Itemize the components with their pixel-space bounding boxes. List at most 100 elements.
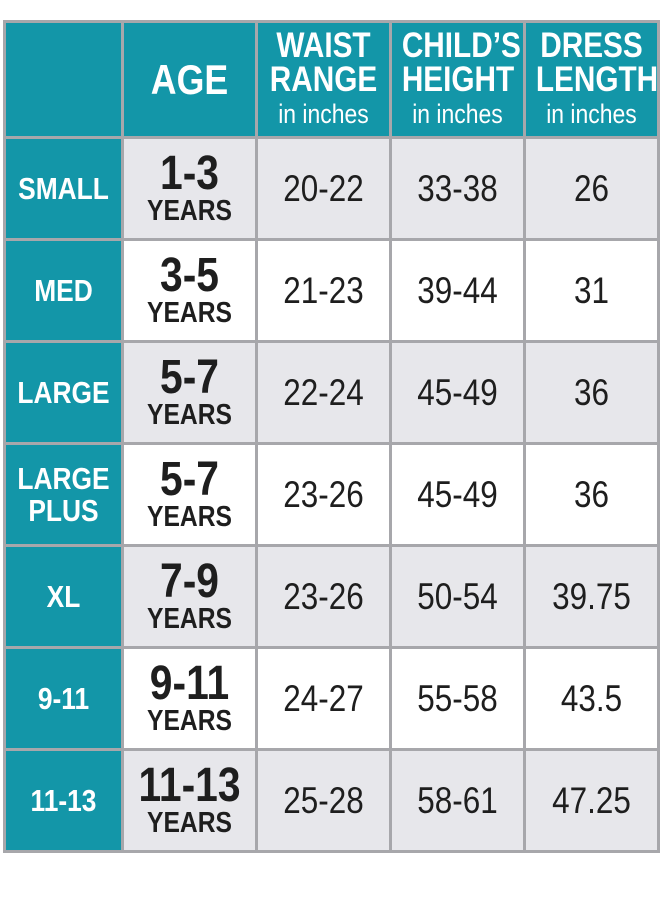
table-row-xl: XL 7-9 YEARS 23-26 50-54 39.75 [3,544,660,649]
dress-value: 39.75 [552,575,631,617]
dress-cell: 47.25 [523,748,660,853]
table-row-large: LARGE 5-7 YEARS 22-24 45-49 36 [3,340,660,445]
age-cell: 7-9 YEARS [121,544,258,649]
table-row-11-13: 11-13 11-13 YEARS 25-28 58-61 47.25 [3,748,660,853]
size-label: 9-11 [37,680,90,716]
height-cell: 50-54 [389,544,526,649]
waist-cell: 23-26 [255,442,392,547]
size-label: LARGE PLUS [17,460,110,528]
dress-cell: 43.5 [523,646,660,751]
size-label-cell: XL [3,544,124,649]
waist-value: 21-23 [283,269,364,311]
size-label: LARGE [17,374,110,410]
corner-cell [3,20,124,139]
age-range: 7-9 [160,554,219,608]
table-row-med: MED 3-5 YEARS 21-23 39-44 31 [3,238,660,343]
age-cell: 5-7 YEARS [121,340,258,445]
age-range: 1-3 [160,146,219,200]
size-label: MED [34,272,93,308]
height-value: 33-38 [417,167,498,209]
waist-header-line2: RANGE [269,60,378,100]
waist-cell: 22-24 [255,340,392,445]
waist-cell: 23-26 [255,544,392,649]
dress-value: 36 [574,473,609,515]
height-cell: 39-44 [389,238,526,343]
dress-cell: 36 [523,340,660,445]
height-value: 55-58 [417,677,498,719]
age-range: 5-7 [160,452,219,506]
dress-cell: 31 [523,238,660,343]
dress-header-line1: DRESS [540,25,643,65]
waist-cell: 21-23 [255,238,392,343]
size-label-cell: LARGE PLUS [3,442,124,547]
table-row-9-11: 9-11 9-11 YEARS 24-27 55-58 43.5 [3,646,660,751]
height-cell: 33-38 [389,136,526,241]
age-cell: 5-7 YEARS [121,442,258,547]
waist-value: 23-26 [283,575,364,617]
col-header-waist-range: WAIST RANGE in inches [255,20,392,139]
dress-cell: 39.75 [523,544,660,649]
size-label-cell: 9-11 [3,646,124,751]
height-header-unit: in inches [412,99,503,130]
age-unit: YEARS [147,603,232,636]
height-value: 45-49 [417,371,498,413]
dress-cell: 26 [523,136,660,241]
age-range: 9-11 [149,656,230,710]
col-header-childs-height: CHILD’S HEIGHT in inches [389,20,526,139]
height-cell: 58-61 [389,748,526,853]
header-row: AGE WAIST RANGE in inches CHILD’S HEIGHT… [3,20,660,139]
age-unit: YEARS [147,705,232,738]
dress-value: 31 [574,269,609,311]
age-unit: YEARS [147,807,232,840]
table-row-small: SMALL 1-3 YEARS 20-22 33-38 26 [3,136,660,241]
height-cell: 45-49 [389,442,526,547]
col-header-dress-length: DRESS LENGTH in inches [523,20,660,139]
age-header-label: AGE [150,55,229,103]
size-label-cell: SMALL [3,136,124,241]
age-range: 3-5 [160,248,219,302]
waist-cell: 25-28 [255,748,392,853]
height-header-line2: HEIGHT [401,60,515,100]
dress-value: 36 [574,371,609,413]
dress-header-unit: in inches [546,99,637,130]
dress-value: 26 [574,167,609,209]
waist-cell: 20-22 [255,136,392,241]
height-value: 39-44 [417,269,498,311]
size-label-cell: 11-13 [3,748,124,853]
size-label-cell: LARGE [3,340,124,445]
dress-value: 43.5 [560,677,623,719]
age-cell: 11-13 YEARS [121,748,258,853]
waist-cell: 24-27 [255,646,392,751]
age-unit: YEARS [147,501,232,534]
waist-value: 24-27 [283,677,364,719]
age-range: 11-13 [138,758,241,812]
height-value: 58-61 [417,779,498,821]
height-value: 45-49 [417,473,498,515]
size-chart-page: AGE WAIST RANGE in inches CHILD’S HEIGHT… [3,20,660,853]
waist-value: 23-26 [283,473,364,515]
height-cell: 45-49 [389,340,526,445]
age-unit: YEARS [147,297,232,330]
size-label: 11-13 [30,782,97,818]
age-unit: YEARS [147,399,232,432]
dress-value: 47.25 [552,779,631,821]
size-label: XL [46,578,81,614]
waist-value: 20-22 [283,167,364,209]
waist-header-unit: in inches [278,99,369,130]
size-label: SMALL [18,170,109,206]
height-value: 50-54 [417,575,498,617]
age-cell: 1-3 YEARS [121,136,258,241]
col-header-age: AGE [121,20,258,139]
dress-cell: 36 [523,442,660,547]
age-cell: 9-11 YEARS [121,646,258,751]
age-cell: 3-5 YEARS [121,238,258,343]
size-chart-table: AGE WAIST RANGE in inches CHILD’S HEIGHT… [3,20,660,853]
size-label-cell: MED [3,238,124,343]
dress-header-line2: LENGTH [535,60,659,100]
waist-value: 25-28 [283,779,364,821]
age-range: 5-7 [160,350,219,404]
waist-value: 22-24 [283,371,364,413]
height-header-line1: CHILD’S [401,25,521,65]
height-cell: 55-58 [389,646,526,751]
age-unit: YEARS [147,195,232,228]
